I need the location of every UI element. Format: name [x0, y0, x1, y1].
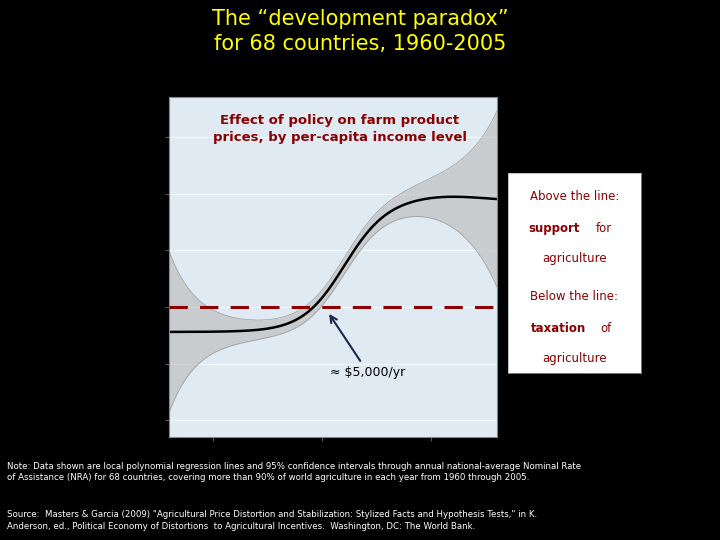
- Text: Note: Data shown are local polynomial regression lines and 95% confidence interv: Note: Data shown are local polynomial re…: [7, 462, 581, 483]
- Text: Effect of policy on farm product
prices, by per-capita income level: Effect of policy on farm product prices,…: [212, 114, 467, 144]
- Text: of: of: [600, 322, 612, 335]
- Text: Below the line:: Below the line:: [530, 290, 618, 303]
- Text: agriculture: agriculture: [542, 252, 606, 265]
- Y-axis label: NRA: NRA: [120, 253, 135, 282]
- Text: ≈ $5,000/yr: ≈ $5,000/yr: [330, 316, 405, 379]
- Text: for: for: [595, 222, 611, 235]
- Text: Source:  Masters & Garcia (2009) "Agricultural Price Distortion and Stabilizatio: Source: Masters & Garcia (2009) "Agricul…: [7, 510, 537, 531]
- Text: Above the line:: Above the line:: [529, 190, 619, 203]
- Text: support: support: [528, 222, 580, 235]
- Text: taxation: taxation: [531, 322, 586, 335]
- Text: The “development paradox”
for 68 countries, 1960-2005: The “development paradox” for 68 countri…: [212, 9, 508, 54]
- Text: agriculture: agriculture: [542, 352, 606, 365]
